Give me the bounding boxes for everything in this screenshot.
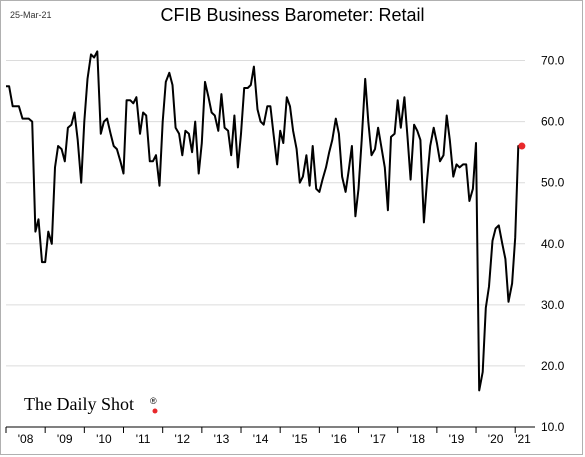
x-tick-label: '18 [409,432,425,446]
x-tick-label: '08 [18,432,34,446]
x-tick-label: '09 [57,432,73,446]
brand-logo: The Daily Shot ® [24,394,158,414]
x-tick-label: '14 [253,432,269,446]
brand-dot [152,408,158,414]
brand-name: The Daily Shot [24,394,134,414]
y-tick-label: 50.0 [541,176,565,190]
y-axis-ticks: 10.0 20.0 30.0 40.0 50.0 60.0 70.0 [541,54,565,434]
series-line [6,50,522,392]
y-tick-label: 30.0 [541,298,565,312]
y-tick-label: 70.0 [541,54,565,68]
y-tick-label: 60.0 [541,115,565,129]
x-tick-label: '21 [515,432,531,446]
x-tick-label: '11 [136,432,151,446]
y-tick-label: 10.0 [541,420,565,434]
x-axis-ticks: '08 '09 '10 '11 '12 '13 '14 '15 '16 '17 '18 '19 '20 '… [5,427,531,446]
x-tick-label: '16 [331,432,347,446]
x-tick-label: '17 [370,432,386,446]
last-point-marker [518,142,526,150]
brand-registered-mark: ® [150,396,157,406]
chart-title: CFIB Business Barometer: Retail [160,5,425,25]
date-stamp: 25-Mar-21 [10,10,52,20]
x-tick-label: '13 [214,432,230,446]
x-tick-label: '12 [174,432,190,446]
grid-lines [6,60,525,367]
x-tick-label: '10 [96,432,112,446]
x-tick-label: '15 [292,432,308,446]
y-tick-label: 40.0 [541,237,565,251]
x-tick-label: '19 [449,432,465,446]
y-tick-label: 20.0 [541,359,565,373]
x-tick-label: '20 [488,432,504,446]
